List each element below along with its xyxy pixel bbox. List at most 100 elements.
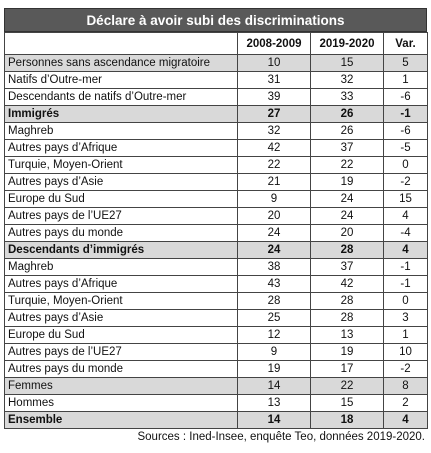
table-row: Natifs d’Outre-mer 31 32 1 [4,71,428,89]
cell-value: -1 [383,105,428,123]
table-row: Turquie, Moyen-Orient 22 22 0 [4,156,428,174]
data-table: 2008-2009 2019-2020 Var. Personnes sans as… [4,32,428,429]
header-blank [4,32,238,55]
table-row: Europe du Sud 9 24 15 [4,190,428,208]
cell-value: 19 [310,343,384,361]
cell-value: 15 [310,394,384,412]
cell-value: 31 [237,71,311,89]
cell-value: 4 [383,411,428,429]
row-label: Hommes [4,394,238,412]
cell-value: 17 [310,360,384,378]
cell-value: 4 [383,207,428,225]
cell-value: 32 [237,122,311,140]
cell-value: 13 [237,394,311,412]
table-row: Autres pays d’Asie 21 19 -2 [4,173,428,191]
cell-value: 37 [310,258,384,276]
row-label: Turquie, Moyen-Orient [4,292,238,310]
table-body: Personnes sans ascendance migratoire 10 15… [4,54,428,429]
cell-value: 20 [237,207,311,225]
row-label: Maghreb [4,258,238,276]
table-row: Descendants d’immigrés 24 28 4 [4,241,428,259]
cell-value: 24 [237,241,311,259]
row-label: Natifs d’Outre-mer [4,71,238,89]
table-row: Autres pays du monde 24 20 -4 [4,224,428,242]
cell-value: 3 [383,309,428,327]
cell-value: 0 [383,292,428,310]
cell-value: 21 [237,173,311,191]
cell-value: 19 [237,360,311,378]
table-row: Autres pays du monde 19 17 -2 [4,360,428,378]
cell-value: 43 [237,275,311,293]
cell-value: 10 [383,343,428,361]
cell-value: -1 [383,275,428,293]
cell-value: 1 [383,71,428,89]
cell-value: -2 [383,173,428,191]
table-row: Maghreb 32 26 -6 [4,122,428,140]
cell-value: 4 [383,241,428,259]
cell-value: -6 [383,122,428,140]
cell-value: 15 [383,190,428,208]
cell-value: 28 [237,292,311,310]
cell-value: 24 [310,207,384,225]
cell-value: 38 [237,258,311,276]
cell-value: 22 [310,377,384,395]
cell-value: 8 [383,377,428,395]
row-label: Autres pays de l’UE27 [4,207,238,225]
cell-value: 28 [310,241,384,259]
cell-value: 2 [383,394,428,412]
row-label: Personnes sans ascendance migratoire [4,54,238,72]
table-row: Autres pays de l’UE27 9 19 10 [4,343,428,361]
cell-value: 22 [310,156,384,174]
row-label: Autres pays d’Afrique [4,139,238,157]
table-row: Immigrés 27 26 -1 [4,105,428,123]
cell-value: 19 [310,173,384,191]
cell-value: 22 [237,156,311,174]
table-row: Personnes sans ascendance migratoire 10 15… [4,54,428,72]
cell-value: 13 [310,326,384,344]
cell-value: 26 [310,122,384,140]
column-header: Var. [383,32,428,55]
cell-value: 0 [383,156,428,174]
row-label: Ensemble [4,411,238,429]
row-label: Descendants de natifs d’Outre-mer [4,88,238,106]
cell-value: 18 [310,411,384,429]
source-note: Sources : Ined-Insee, enquête Teo, donné… [137,431,425,443]
column-header: 2019-2020 [310,32,384,55]
cell-value: 28 [310,309,384,327]
cell-value: 33 [310,88,384,106]
row-label: Immigrés [4,105,238,123]
cell-value: 5 [383,54,428,72]
cell-value: 14 [237,411,311,429]
cell-value: 25 [237,309,311,327]
cell-value: 39 [237,88,311,106]
cell-value: 9 [237,343,311,361]
cell-value: 24 [310,190,384,208]
cell-value: 12 [237,326,311,344]
cell-value: 24 [237,224,311,242]
table-row: Maghreb 38 37 -1 [4,258,428,276]
row-label: Femmes [4,377,238,395]
table-row: Europe du Sud 12 13 1 [4,326,428,344]
cell-value: 9 [237,190,311,208]
row-label: Descendants d’immigrés [4,241,238,259]
cell-value: 42 [310,275,384,293]
cell-value: -6 [383,88,428,106]
table-row: Hommes 13 15 2 [4,394,428,412]
row-label: Autres pays du monde [4,360,238,378]
row-label: Europe du Sud [4,190,238,208]
cell-value: -2 [383,360,428,378]
table-row: Ensemble 14 18 4 [4,411,428,429]
cell-value: 10 [237,54,311,72]
cell-value: 32 [310,71,384,89]
table-row: Autres pays d’Afrique 42 37 -5 [4,139,428,157]
table-row: Femmes 14 22 8 [4,377,428,395]
table-row: Turquie, Moyen-Orient 28 28 0 [4,292,428,310]
row-label: Turquie, Moyen-Orient [4,156,238,174]
row-label: Autres pays d’Asie [4,309,238,327]
cell-value: -5 [383,139,428,157]
cell-value: 15 [310,54,384,72]
header-row: 2008-2009 2019-2020 Var. [4,32,428,55]
row-label: Autres pays d’Asie [4,173,238,191]
row-label: Autres pays de l’UE27 [4,343,238,361]
